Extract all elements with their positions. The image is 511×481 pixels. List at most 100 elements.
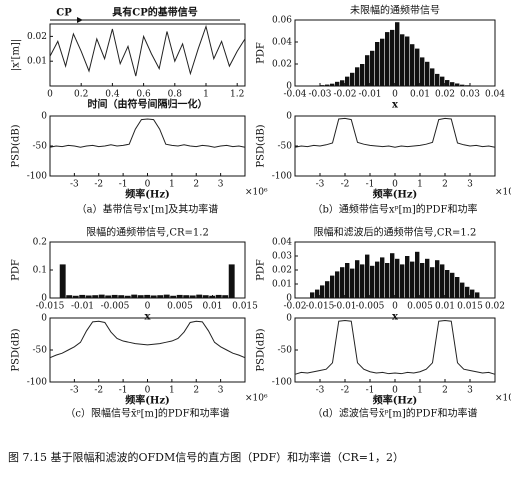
histogram-bar xyxy=(380,38,385,86)
histogram-bar xyxy=(183,295,190,298)
histogram-bar xyxy=(445,80,450,86)
histogram-bar xyxy=(370,50,375,86)
histogram-bar xyxy=(400,34,405,86)
histogram-bar xyxy=(475,292,480,298)
y-tick-label: -50 xyxy=(278,142,293,152)
x-tick-label: 0.2 xyxy=(74,90,88,100)
y-tick-label: 0.02 xyxy=(272,266,292,276)
data-line xyxy=(49,118,246,148)
y-tick-label: -50 xyxy=(278,346,293,356)
histogram-bar xyxy=(163,294,170,298)
x-tick-label: -0.005 xyxy=(356,302,385,312)
histogram-bar xyxy=(410,261,415,298)
x-tick-label: -0.04 xyxy=(283,90,306,100)
x-scale-label: ×10⁶ xyxy=(495,394,511,404)
histogram-bar xyxy=(430,267,435,298)
histogram-bar xyxy=(150,295,157,298)
histogram-bar xyxy=(330,83,335,86)
x-tick-label: -0.02 xyxy=(283,302,306,312)
x-tick-label: 3 xyxy=(218,180,224,190)
histogram-bar xyxy=(430,68,435,86)
x-tick-label: -0.03 xyxy=(308,90,331,100)
histogram-bar xyxy=(105,295,112,298)
x-tick-label: -0.005 xyxy=(101,302,130,312)
histogram-bar xyxy=(111,294,118,298)
y-tick-label: -50 xyxy=(33,346,48,356)
histogram-bar xyxy=(405,256,410,298)
histogram-bar xyxy=(385,263,390,298)
x-axis-label: 频率(Hz) xyxy=(125,394,170,407)
histogram-bar xyxy=(222,295,229,298)
chart-title: 未限幅的通频带信号 xyxy=(350,4,440,17)
x-axis-label: 时间（由符号间隔归一化） xyxy=(88,98,208,111)
x-tick-label: -0.015 xyxy=(306,302,335,312)
chart-title: 限幅和滤波后的通频带信号,CR=1.2 xyxy=(314,226,477,239)
x-scale-label: ×10⁶ xyxy=(245,188,268,198)
histogram-bar xyxy=(350,268,355,298)
histogram-bar xyxy=(345,263,350,298)
x-tick-label: -0.02 xyxy=(333,90,356,100)
data-line xyxy=(49,320,246,359)
y-tick-label: -100 xyxy=(272,172,292,182)
y-axis-label: PSD(dB) xyxy=(256,124,267,167)
histogram-bar xyxy=(124,295,131,298)
y-tick-label: 0 xyxy=(286,82,292,92)
x-tick-label: -1 xyxy=(366,386,375,396)
y-tick-label: 0.01 xyxy=(272,280,292,290)
x-axis-label: 频率(Hz) xyxy=(373,394,418,407)
x-tick-label: -1 xyxy=(366,180,375,190)
histogram-bar xyxy=(455,277,460,298)
histogram-bar xyxy=(335,271,340,298)
y-tick-label: 0.1 xyxy=(33,266,47,276)
histogram-bar xyxy=(137,295,144,298)
x-tick-label: 3 xyxy=(467,180,473,190)
histogram-bar xyxy=(228,264,235,298)
x-tick-label: -3 xyxy=(316,386,325,396)
panel-caption: （c）限幅信号x̄ᵖ[m]的PDF和功率谱 xyxy=(65,407,229,420)
histogram-bar xyxy=(157,295,164,298)
histogram-bar xyxy=(425,258,430,298)
x-tick-label: 0.02 xyxy=(435,90,455,100)
histogram-bar xyxy=(440,264,445,298)
x-scale-label: ×10⁶ xyxy=(245,394,268,404)
y-axis-label: PDF xyxy=(256,259,267,281)
histogram-bar xyxy=(144,294,151,298)
histogram-bar xyxy=(365,254,370,298)
histogram-bar xyxy=(72,295,79,298)
histogram-bar xyxy=(79,294,86,298)
histogram-bar xyxy=(98,294,105,298)
x-tick-label: 2 xyxy=(193,180,199,190)
x-tick-label: -3 xyxy=(70,180,79,190)
x-axis-label: 频率(Hz) xyxy=(125,188,170,201)
x-tick-label: -3 xyxy=(316,180,325,190)
histogram-bar xyxy=(118,295,125,298)
panel-caption: （d）滤波信号x̃ᵖ[m]的PDF和功率谱 xyxy=(312,407,477,420)
histogram-bar xyxy=(355,67,360,86)
x-tick-label: 0.01 xyxy=(435,302,455,312)
histogram-bar xyxy=(390,29,395,86)
y-tick-label: 0 xyxy=(286,294,292,304)
x-tick-label: 0 xyxy=(392,180,398,190)
x-tick-label: 0 xyxy=(392,90,398,100)
y-axis-label: PDF xyxy=(11,259,22,281)
y-axis-label: PSD(dB) xyxy=(256,328,267,371)
histogram-bar xyxy=(460,84,465,86)
histogram-bar xyxy=(395,22,400,86)
histogram-bar xyxy=(355,260,360,298)
x-tick-label: 1.2 xyxy=(230,90,244,100)
y-tick-label: 0.01 xyxy=(27,57,47,67)
x-tick-label: 0.02 xyxy=(485,302,505,312)
panel-caption: （b）通频带信号xᵖ[m]的PDF和功率 xyxy=(312,203,477,216)
histogram-bar xyxy=(310,292,315,298)
y-tick-label: -100 xyxy=(27,172,47,182)
histogram-bar xyxy=(445,270,450,298)
histogram-bar xyxy=(455,83,460,86)
x-tick-label: 1 xyxy=(169,386,175,396)
histogram-bar xyxy=(465,286,470,298)
annotation: CP xyxy=(56,8,72,19)
y-tick-label: 0.02 xyxy=(272,60,292,70)
x-tick-label: -0.01 xyxy=(71,302,94,312)
histogram-bar xyxy=(470,289,475,298)
histogram-bar xyxy=(405,36,410,86)
histogram-bar xyxy=(465,85,470,86)
